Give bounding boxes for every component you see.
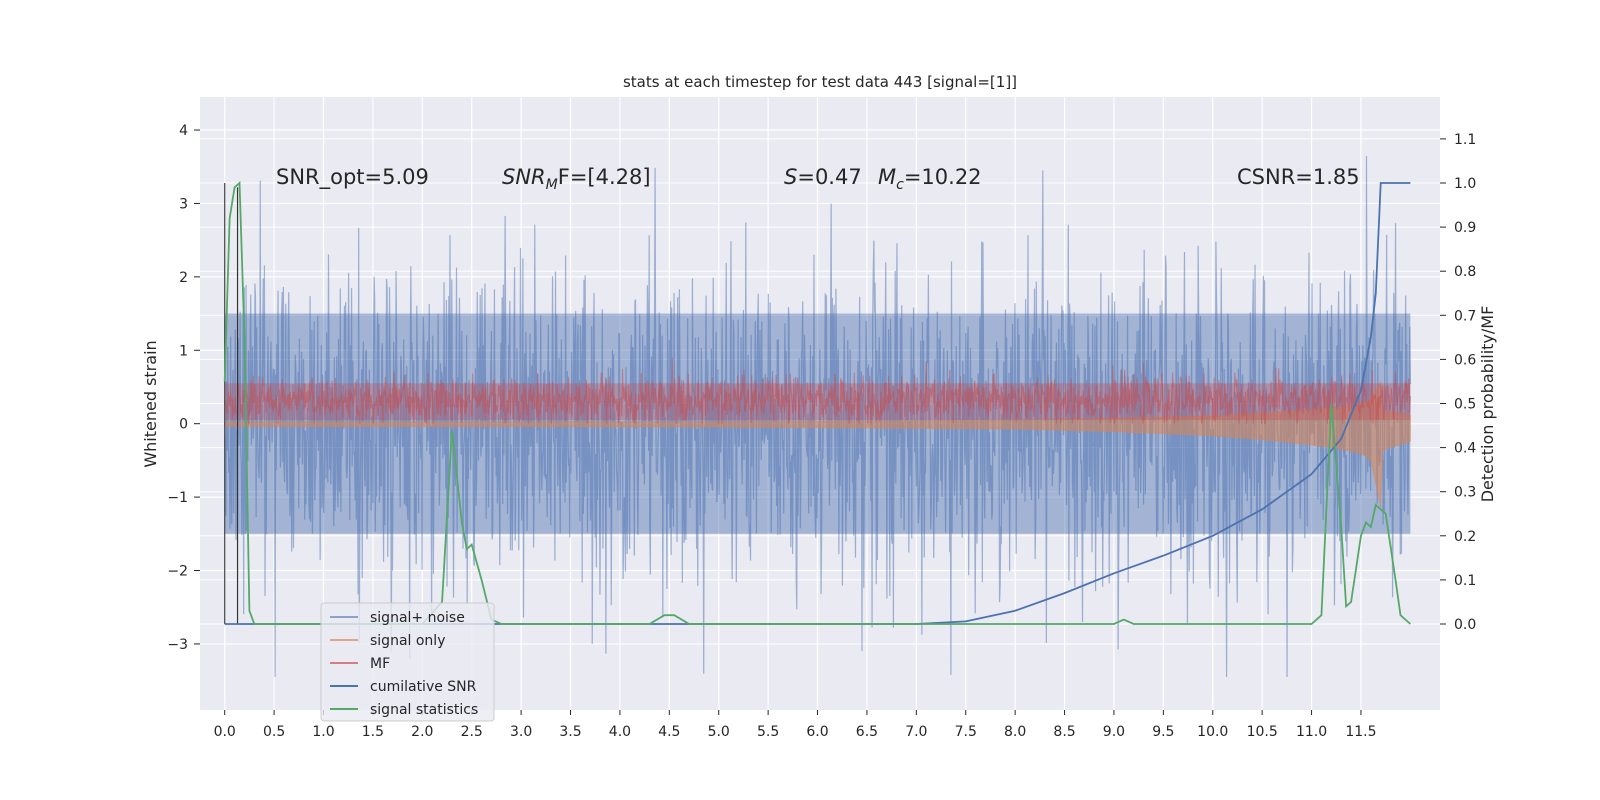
y2-tick-label-3: 0.8 — [1454, 264, 1476, 280]
x-tick-label-2: 1.0 — [312, 724, 334, 740]
series-signal-only — [224, 380, 1411, 508]
series-signal-statistics — [223, 181, 1411, 625]
x-tick-label-22: 11.0 — [1296, 724, 1327, 740]
series-mf — [224, 357, 1411, 426]
annotation-mc-main: M — [878, 165, 896, 189]
x-axis: 0.0 0.5 1.0 1.5 2.0 2.5 3.0 3.5 4.0 4.5 5.0 5.5 6.0 6… — [214, 710, 1377, 740]
x-tick-label-1: 0.5 — [263, 724, 285, 740]
legend-label-4: signal statistics — [370, 702, 478, 718]
y2-tick-label-8: 0.3 — [1454, 485, 1476, 501]
legend: signal+ noise signal only MF cumilative SNR… — [320, 602, 495, 722]
y-axis-left: 4 3 2 1 0 −1 −2 −3 — [167, 123, 200, 653]
x-tick-label-3: 1.5 — [362, 724, 384, 740]
y-tick-label-5: −1 — [167, 490, 188, 506]
legend-box — [320, 602, 495, 722]
y2-tick-label-9: 0.2 — [1454, 529, 1476, 545]
x-tick-label-4: 2.0 — [411, 724, 433, 740]
y2-tick-label-11: 0.0 — [1454, 617, 1476, 633]
legend-label-2: MF — [370, 656, 390, 672]
y-tick-label-1: 3 — [179, 196, 188, 212]
y-tick-label-2: 2 — [179, 270, 188, 286]
x-tick-label-7: 3.5 — [559, 724, 581, 740]
annotation-s: S=0.47 — [784, 165, 862, 189]
legend-label-0: signal+ noise — [370, 610, 465, 626]
series-mf-core — [224, 383, 1411, 421]
x-tick-label-15: 7.5 — [955, 724, 977, 740]
annotation-mc-sub: c — [896, 177, 904, 193]
x-tick-label-9: 4.5 — [658, 724, 680, 740]
legend-label-1: signal only — [370, 633, 445, 649]
legend-label-3: cumilative SNR — [370, 679, 477, 695]
annotation-snr-mf-sub: M — [546, 177, 558, 193]
y2-tick-label-0: 1.1 — [1454, 132, 1476, 148]
y-tick-label-6: −2 — [167, 564, 188, 580]
y-axis-right: 1.1 1.0 0.9 0.8 0.7 0.6 0.5 0.4 0.3 0.2 0.1 0.0 — [1440, 132, 1476, 633]
chart-title: stats at each timestep for test data 443… — [623, 73, 1017, 91]
annotation-mc: Mc=10.22 — [878, 165, 982, 193]
x-tick-label-12: 6.0 — [806, 724, 828, 740]
x-tick-label-5: 2.5 — [461, 724, 483, 740]
x-tick-label-20: 10.0 — [1197, 724, 1228, 740]
x-tick-label-8: 4.0 — [609, 724, 631, 740]
annotation-csnr: CSNR=1.85 — [1237, 165, 1360, 189]
y2-axis-label: Detection probability/MF — [1478, 306, 1497, 503]
y-axis-label: Whitened strain — [141, 340, 160, 467]
annotation-snr-mf-main: SNR — [502, 165, 546, 189]
annotation-s-main: S — [784, 165, 797, 189]
annotation-snr-mf: SNRMF=[4.28] — [502, 165, 651, 193]
y-tick-label-7: −3 — [167, 637, 188, 653]
y2-tick-label-6: 0.5 — [1454, 397, 1476, 413]
x-tick-label-14: 7.0 — [905, 724, 927, 740]
annotation-mc-rest: =10.22 — [904, 165, 982, 189]
y2-tick-label-10: 0.1 — [1454, 573, 1476, 589]
x-tick-label-10: 5.0 — [708, 724, 730, 740]
x-tick-label-11: 5.5 — [757, 724, 779, 740]
x-tick-label-0: 0.0 — [214, 724, 236, 740]
y2-tick-label-4: 0.7 — [1454, 308, 1476, 324]
x-tick-label-16: 8.0 — [1004, 724, 1026, 740]
x-tick-label-18: 9.0 — [1103, 724, 1125, 740]
x-tick-label-13: 6.5 — [856, 724, 878, 740]
y-tick-label-4: 0 — [179, 417, 188, 433]
x-tick-label-21: 10.5 — [1247, 724, 1278, 740]
y2-tick-label-7: 0.4 — [1454, 441, 1476, 457]
annotation-snr-opt: SNR_opt=5.09 — [276, 165, 429, 190]
y-tick-label-3: 1 — [179, 343, 188, 359]
y-tick-label-0: 4 — [179, 123, 188, 139]
series-layer — [223, 155, 1411, 677]
series-cumulative-snr — [224, 182, 1411, 625]
y2-tick-label-5: 0.6 — [1454, 352, 1476, 368]
annotation-s-rest: =0.47 — [797, 165, 861, 189]
y2-tick-label-1: 1.0 — [1454, 176, 1476, 192]
annotation-snr-mf-rest: F=[4.28] — [558, 165, 651, 189]
series-signal-noise — [224, 155, 1411, 677]
x-tick-label-6: 3.0 — [510, 724, 532, 740]
x-tick-label-23: 11.5 — [1345, 724, 1376, 740]
x-tick-label-17: 8.5 — [1053, 724, 1075, 740]
y2-tick-label-2: 0.9 — [1454, 220, 1476, 236]
x-tick-label-19: 9.5 — [1152, 724, 1174, 740]
